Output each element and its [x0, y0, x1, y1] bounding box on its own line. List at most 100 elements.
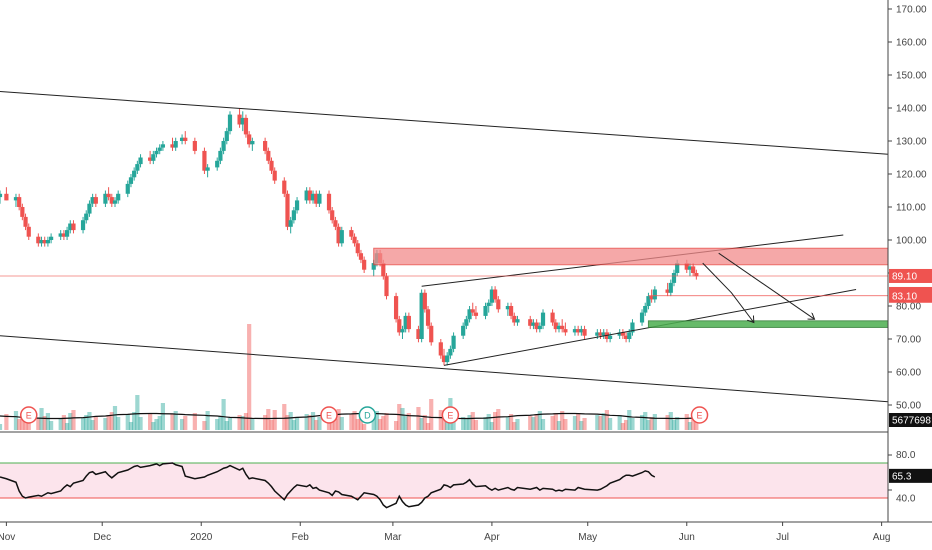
candle-body: [17, 197, 22, 207]
candle-body: [429, 325, 434, 343]
candle-body: [179, 137, 185, 141]
top-trendline[interactable]: [0, 91, 889, 155]
candle-body: [112, 200, 118, 204]
candle-body: [138, 157, 143, 165]
candle-body: [643, 306, 648, 313]
volume-bar: [438, 410, 443, 430]
candle: [691, 263, 696, 277]
event-marker-circle[interactable]: [441, 406, 460, 424]
volume-bar: [4, 414, 9, 430]
event-marker-circle[interactable]: [358, 406, 377, 424]
candle: [429, 322, 434, 346]
candle-body: [13, 197, 19, 201]
event-marker-e[interactable]: E: [19, 406, 38, 424]
time-axis-label: Jul: [776, 532, 789, 543]
drawing-layer[interactable]: [0, 91, 889, 403]
volume-bar: [473, 420, 479, 430]
event-marker-label: E: [26, 411, 32, 421]
candle-body: [508, 306, 514, 316]
event-marker-circle[interactable]: [19, 406, 38, 424]
volume-bar: [537, 411, 542, 430]
candle-body: [314, 193, 319, 204]
candle: [61, 230, 66, 240]
candle-body: [294, 200, 300, 211]
candle-body: [461, 325, 466, 336]
candle: [336, 223, 341, 247]
price-axis-label: 170.00: [896, 5, 927, 16]
volume-bar: [266, 409, 271, 430]
resistance-zone[interactable]: [373, 247, 889, 266]
candle: [218, 147, 223, 165]
candle: [285, 190, 290, 231]
candle: [528, 315, 533, 330]
projection-arrow-2[interactable]: [718, 252, 815, 319]
volume-bar: [489, 422, 495, 430]
volume-bar: [202, 421, 207, 430]
event-marker-circle[interactable]: [320, 406, 338, 424]
volume-bar: [470, 412, 475, 430]
volume-bar: [227, 418, 233, 430]
volume-bar: [416, 407, 421, 430]
volume-bar: [215, 419, 220, 430]
volume-bar: [294, 417, 300, 430]
candle-body: [422, 292, 427, 310]
candle: [192, 137, 197, 155]
volume-bar: [170, 414, 175, 430]
price-axis-label: 50.00: [896, 401, 921, 412]
candle-body: [512, 315, 517, 323]
candle: [576, 325, 581, 336]
candle-body: [20, 207, 25, 217]
time-axis-label: Aug: [873, 532, 891, 543]
candle-body: [26, 226, 31, 237]
event-marker-d[interactable]: D: [358, 406, 377, 424]
projection-arrow-1[interactable]: [702, 262, 754, 322]
volume-bar: [160, 403, 166, 430]
candle: [116, 190, 121, 204]
support-zone[interactable]: [647, 320, 889, 328]
candle: [639, 309, 645, 326]
candle: [0, 190, 3, 204]
event-marker-e[interactable]: E: [690, 406, 709, 424]
candle: [496, 296, 501, 313]
candle: [307, 187, 312, 204]
candle: [13, 193, 19, 207]
volume-bar: [103, 418, 108, 430]
volume-bar: [579, 421, 584, 430]
candle-body: [125, 183, 130, 194]
candle-body: [183, 137, 188, 141]
candle: [400, 325, 405, 339]
candle-body: [93, 197, 98, 204]
candle: [425, 306, 431, 330]
candle: [438, 339, 443, 359]
candle: [556, 322, 562, 333]
candle: [406, 312, 411, 333]
candle: [608, 332, 613, 343]
candle: [282, 177, 287, 198]
volume-bar: [563, 419, 568, 430]
bottom-trendline[interactable]: [0, 335, 889, 403]
volume-bar: [49, 421, 54, 430]
volume-bar: [505, 417, 510, 430]
candle-body: [36, 236, 41, 244]
candle: [384, 273, 389, 300]
candle-body: [326, 193, 332, 211]
volume-bar: [304, 414, 309, 430]
candle: [419, 289, 424, 343]
price-panel: [0, 108, 699, 366]
volume-bar: [604, 410, 610, 430]
event-marker-e[interactable]: E: [320, 406, 338, 424]
event-marker-circle[interactable]: [690, 406, 709, 424]
volume-bar: [288, 412, 293, 430]
volume-bar: [61, 415, 66, 430]
candle-body: [486, 302, 491, 306]
candle: [17, 193, 22, 211]
candle: [505, 302, 510, 316]
candle-body: [154, 150, 159, 155]
volume-bar: [400, 408, 405, 430]
candle-body: [403, 315, 408, 330]
event-marker-e[interactable]: E: [441, 406, 460, 424]
candle-body: [266, 150, 271, 161]
candle: [537, 322, 542, 333]
